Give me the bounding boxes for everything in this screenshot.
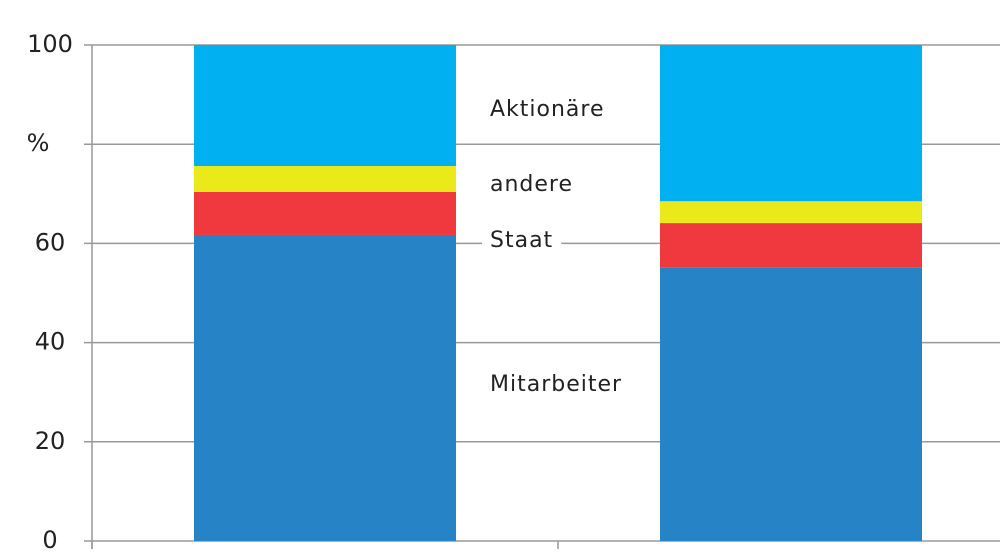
y-tick-label: 0 — [42, 526, 57, 554]
label-background — [482, 95, 613, 124]
label-background — [482, 226, 562, 255]
series-label: Staat — [490, 228, 553, 253]
y-tick-label: 100 — [27, 30, 73, 58]
y-tick-label: 40 — [35, 328, 66, 356]
bar-segment — [660, 223, 922, 268]
series-label: Mitarbeiter — [490, 372, 622, 397]
series-label: Aktionäre — [490, 97, 605, 122]
bar-segment — [194, 234, 456, 541]
bar-segment — [194, 166, 456, 192]
bar-segment — [660, 45, 922, 202]
label-background — [482, 170, 582, 199]
bar-segment — [660, 201, 922, 224]
series-label: andere — [490, 172, 573, 197]
y-tick-label: 60 — [35, 228, 66, 256]
y-tick-label: 20 — [35, 427, 66, 455]
bar-segment — [194, 191, 456, 235]
label-background — [482, 370, 631, 399]
bar-segment — [194, 45, 456, 167]
y-tick-label: % — [27, 129, 50, 157]
bar-segment — [660, 267, 922, 541]
